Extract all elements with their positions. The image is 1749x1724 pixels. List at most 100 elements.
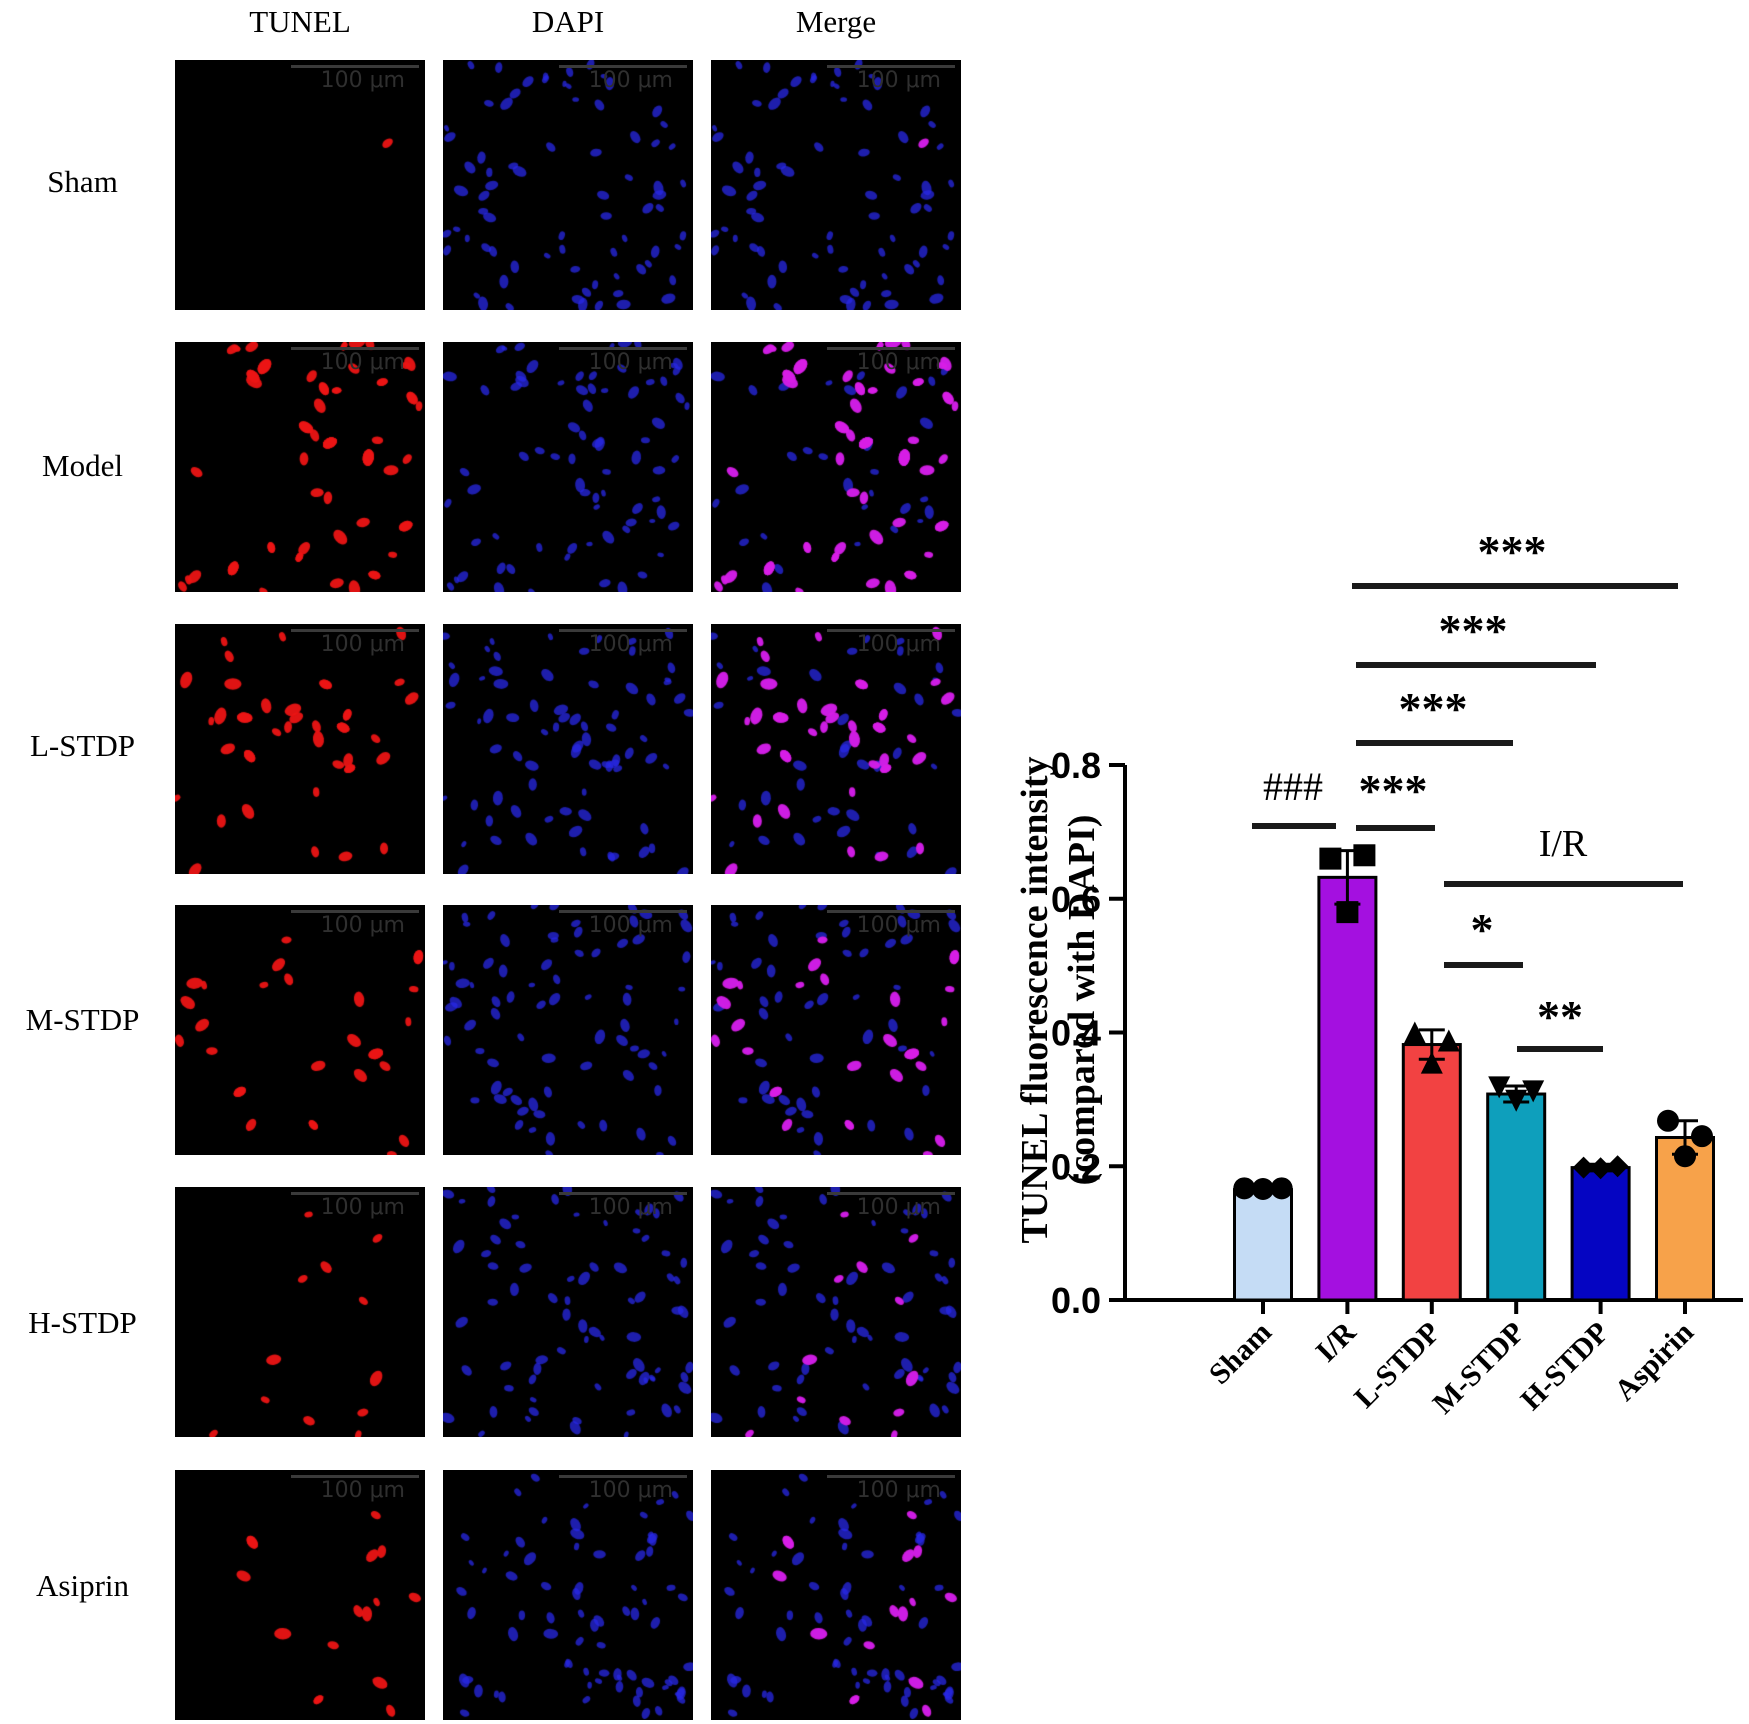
bar [1233,1188,1293,1302]
scale-bar [827,1475,955,1478]
data-point [1691,1125,1713,1148]
bar [1317,875,1378,1302]
y-tick-label: 0.2 [1051,1146,1101,1187]
fluorescence-image [175,905,425,1155]
row-label-l-stdp: L-STDP [29,728,136,763]
micrograph-merge-row-1: 100 μm [711,60,961,310]
data-point [1522,1080,1545,1103]
bar [1486,1092,1547,1302]
scale-bar-label: 100 μm [588,68,673,93]
scale-bar [559,65,687,68]
scale-bar [559,347,687,350]
fluorescence-image [711,342,961,592]
data-point [1674,1145,1696,1168]
fluorescence-image [175,1470,425,1720]
significance-label: *** [1359,765,1428,816]
significance-label: *** [1478,526,1547,577]
micrograph-dapi-row-2: 100 μm [443,342,693,592]
fluorescence-image [443,342,693,592]
fluorescence-image [443,905,693,1155]
scale-bar [559,910,687,913]
data-point [1572,1156,1595,1179]
row-label-h-stdp: H-STDP [28,1305,137,1340]
scale-bar-label: 100 μm [856,350,941,375]
y-tick-label: 0.6 [1051,879,1101,920]
fluorescence-image [711,1470,961,1720]
fluorescence-image [443,1187,693,1437]
data-point [1336,901,1359,924]
row-label-sham: Sham [47,164,118,199]
micrograph-merge-row-5: 100 μm [711,1187,961,1437]
scale-bar [291,65,419,68]
scale-bar-label: 100 μm [320,350,405,375]
significance-label: *** [1399,683,1468,734]
scale-bar-label: 100 μm [856,1195,941,1220]
scale-bar [827,347,955,350]
scale-bar-label: 100 μm [856,68,941,93]
data-point [1488,1076,1511,1099]
scale-bar [291,629,419,632]
micrograph-merge-row-4: 100 μm [711,905,961,1155]
bar [1401,1043,1462,1302]
scale-bar [291,1475,419,1478]
data-point [1420,1051,1443,1074]
y-tick-label: 0.8 [1051,745,1101,786]
significance-label: ** [1537,991,1583,1042]
bar [1570,1166,1631,1302]
scale-bar [291,910,419,913]
data-point [1252,1177,1274,1200]
micrograph-merge-row-3: 100 μm [711,624,961,874]
micrograph-tunel-row-2: 100 μm [175,342,425,592]
fluorescence-image [175,624,425,874]
micrograph-tunel-row-6: 100 μm [175,1470,425,1720]
fluorescence-image [711,624,961,874]
fluorescence-image [711,905,961,1155]
x-tick-label: Sham [1203,1316,1278,1391]
fluorescence-image [711,1187,961,1437]
scale-bar [559,1192,687,1195]
scale-bar-label: 100 μm [320,913,405,938]
data-point [1403,1021,1426,1044]
scale-bar-label: 100 μm [588,913,673,938]
micrograph-dapi-row-5: 100 μm [443,1187,693,1437]
fluorescence-image [443,60,693,310]
scale-bar [559,1475,687,1478]
micrograph-merge-row-6: 100 μm [711,1470,961,1720]
column-label-merge: Merge [795,4,877,39]
data-point [1589,1157,1612,1180]
y-axis-label: TUNEL fluorescence intensity [1014,757,1056,1244]
x-tick-label: M-STDP [1426,1316,1531,1421]
row-label-model: Model [42,448,123,483]
scale-bar [291,347,419,350]
data-point [1505,1089,1528,1112]
significance-label: I/R [1539,823,1588,865]
micrograph-tunel-row-3: 100 μm [175,624,425,874]
data-point [1270,1177,1293,1200]
row-label-m-stdp: M-STDP [25,1002,140,1037]
data-point [1657,1109,1679,1132]
scale-bar-label: 100 μm [856,1478,941,1503]
micrograph-dapi-row-3: 100 μm [443,624,693,874]
scale-bar-label: 100 μm [320,1195,405,1220]
scale-bar [827,65,955,68]
data-point [1606,1155,1629,1178]
data-point [1437,1029,1460,1052]
scale-bar [827,1192,955,1195]
data-point [1319,847,1342,870]
micrograph-dapi-row-4: 100 μm [443,905,693,1155]
fluorescence-image [175,342,425,592]
x-tick-label: Aspirin [1608,1315,1700,1407]
scale-bar [559,629,687,632]
micrograph-dapi-row-6: 100 μm [443,1470,693,1720]
fluorescence-image [443,624,693,874]
y-tick-label: 0.4 [1051,1013,1101,1054]
significance-label: ### [1263,764,1323,809]
scale-bar-label: 100 μm [588,350,673,375]
micrograph-dapi-row-1: 100 μm [443,60,693,310]
micrograph-merge-row-2: 100 μm [711,342,961,592]
scale-bar-label: 100 μm [856,913,941,938]
x-tick-label: I/R [1310,1315,1363,1368]
scale-bar-label: 100 μm [588,1478,673,1503]
scale-bar-label: 100 μm [588,632,673,657]
